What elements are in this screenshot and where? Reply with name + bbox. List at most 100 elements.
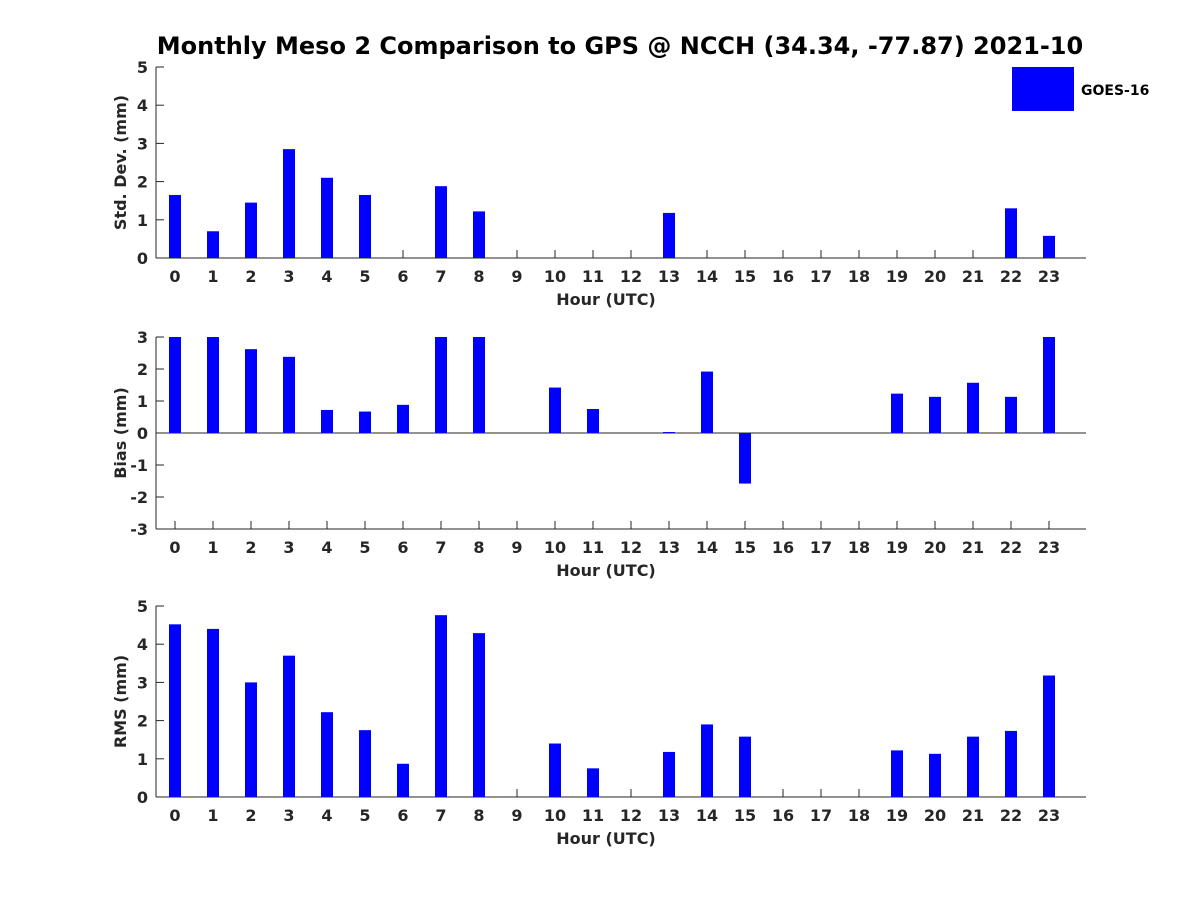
bias-x-tick-label: 6 bbox=[397, 538, 408, 557]
rms-x-tick-label: 10 bbox=[544, 806, 566, 825]
bias-x-tick-label: 12 bbox=[620, 538, 642, 557]
std-dev-y-tick-label: 3 bbox=[137, 134, 148, 153]
rms-x-tick-label: 4 bbox=[321, 806, 332, 825]
rms-x-tick-label: 17 bbox=[810, 806, 832, 825]
rms-y-tick-label: 3 bbox=[137, 673, 148, 692]
bias-x-tick-label: 10 bbox=[544, 538, 566, 557]
std-dev-x-tick-label: 6 bbox=[397, 267, 408, 286]
bias-bar bbox=[967, 382, 979, 433]
rms-bar bbox=[891, 750, 903, 797]
rms-x-tick-label: 5 bbox=[359, 806, 370, 825]
rms-x-tick-label: 15 bbox=[734, 806, 756, 825]
bias-bar bbox=[701, 371, 713, 433]
rms-x-tick-label: 0 bbox=[169, 806, 180, 825]
std-dev-x-tick-label: 5 bbox=[359, 267, 370, 286]
bias-bar bbox=[359, 411, 371, 433]
rms-bar bbox=[245, 682, 257, 797]
bias-bar bbox=[321, 409, 333, 433]
bias-x-tick-label: 13 bbox=[658, 538, 680, 557]
std-dev-x-tick-label: 3 bbox=[283, 267, 294, 286]
bias-bar bbox=[929, 396, 941, 433]
bias-x-tick-label: 15 bbox=[734, 538, 756, 557]
rms-x-tick-label: 23 bbox=[1038, 806, 1060, 825]
rms-bar bbox=[207, 628, 219, 797]
bias-x-tick-label: 17 bbox=[810, 538, 832, 557]
std-dev-bar bbox=[473, 211, 485, 258]
bias-y-tick-label: -1 bbox=[130, 456, 148, 475]
bias-x-tick-label: 21 bbox=[962, 538, 984, 557]
bias-x-tick-label: 23 bbox=[1038, 538, 1060, 557]
rms-x-tick-label: 3 bbox=[283, 806, 294, 825]
std-dev-x-tick-label: 4 bbox=[321, 267, 332, 286]
rms-x-tick-label: 9 bbox=[511, 806, 522, 825]
std-dev-x-tick-label: 8 bbox=[473, 267, 484, 286]
rms-x-tick-label: 6 bbox=[397, 806, 408, 825]
bias-bar bbox=[1005, 396, 1017, 433]
std-dev-x-tick-label: 18 bbox=[848, 267, 870, 286]
std-dev-y-tick-label: 5 bbox=[137, 58, 148, 77]
bias-x-tick-label: 20 bbox=[924, 538, 946, 557]
rms-x-tick-label: 12 bbox=[620, 806, 642, 825]
rms-x-tick-label: 18 bbox=[848, 806, 870, 825]
rms-x-tick-label: 16 bbox=[772, 806, 794, 825]
bias-bar bbox=[739, 433, 751, 484]
rms-y-tick-label: 5 bbox=[137, 597, 148, 616]
bias-bar bbox=[169, 337, 181, 433]
std-dev-x-tick-label: 2 bbox=[245, 267, 256, 286]
std-dev-x-tick-label: 0 bbox=[169, 267, 180, 286]
std-dev-bar bbox=[435, 186, 447, 258]
rms-y-tick-label: 1 bbox=[137, 750, 148, 769]
rms-bar bbox=[701, 724, 713, 797]
rms-bar bbox=[473, 633, 485, 797]
std-dev-bar bbox=[245, 202, 257, 258]
bias-y-tick-label: 0 bbox=[137, 424, 148, 443]
rms-x-tick-label: 14 bbox=[696, 806, 718, 825]
std-dev-x-tick-label: 23 bbox=[1038, 267, 1060, 286]
rms-bar bbox=[359, 730, 371, 797]
std-dev-x-tick-label: 11 bbox=[582, 267, 604, 286]
rms-x-tick-label: 11 bbox=[582, 806, 604, 825]
rms-bar bbox=[967, 736, 979, 797]
bias-x-tick-label: 9 bbox=[511, 538, 522, 557]
rms-bar bbox=[587, 768, 599, 797]
bias-x-tick-label: 0 bbox=[169, 538, 180, 557]
bias-x-tick-label: 1 bbox=[207, 538, 218, 557]
rms-bar bbox=[739, 736, 751, 797]
std-dev-y-tick-label: 2 bbox=[137, 173, 148, 192]
rms-x-tick-label: 8 bbox=[473, 806, 484, 825]
legend-label: GOES-16 bbox=[1081, 83, 1149, 99]
rms-x-tick-label: 13 bbox=[658, 806, 680, 825]
bias-x-tick-label: 3 bbox=[283, 538, 294, 557]
bias-x-tick-label: 5 bbox=[359, 538, 370, 557]
rms-x-axis-label: Hour (UTC) bbox=[556, 829, 656, 848]
bias-x-tick-label: 14 bbox=[696, 538, 718, 557]
bias-bar bbox=[891, 393, 903, 433]
rms-y-tick-label: 2 bbox=[137, 712, 148, 731]
bias-y-tick-label: -3 bbox=[130, 520, 148, 539]
std-dev-x-tick-label: 1 bbox=[207, 267, 218, 286]
rms-bar bbox=[397, 763, 409, 797]
rms-x-tick-label: 20 bbox=[924, 806, 946, 825]
bias-bar bbox=[207, 337, 219, 433]
std-dev-x-tick-label: 21 bbox=[962, 267, 984, 286]
bias-bar bbox=[283, 356, 295, 433]
rms-bar bbox=[435, 615, 447, 797]
std-dev-x-tick-label: 12 bbox=[620, 267, 642, 286]
bias-bar bbox=[245, 349, 257, 433]
std-dev-x-tick-label: 22 bbox=[1000, 267, 1022, 286]
std-dev-x-tick-label: 20 bbox=[924, 267, 946, 286]
bias-y-tick-label: 3 bbox=[137, 328, 148, 347]
std-dev-bar bbox=[207, 231, 219, 258]
rms-x-tick-label: 1 bbox=[207, 806, 218, 825]
std-dev-bar bbox=[359, 194, 371, 258]
std-dev-bar bbox=[663, 212, 675, 258]
std-dev-y-axis-label: Std. Dev. (mm) bbox=[111, 95, 130, 230]
bias-x-tick-label: 2 bbox=[245, 538, 256, 557]
bias-y-tick-label: 2 bbox=[137, 360, 148, 379]
std-dev-x-tick-label: 10 bbox=[544, 267, 566, 286]
std-dev-x-tick-label: 13 bbox=[658, 267, 680, 286]
bias-bar bbox=[435, 337, 447, 433]
std-dev-x-tick-label: 15 bbox=[734, 267, 756, 286]
